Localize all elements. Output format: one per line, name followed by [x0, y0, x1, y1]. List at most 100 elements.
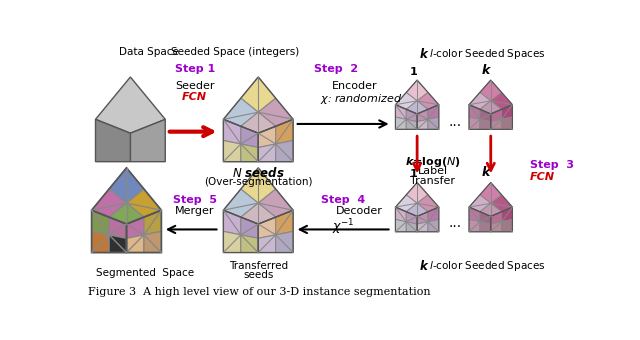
Polygon shape [491, 119, 502, 129]
Polygon shape [109, 217, 127, 238]
Polygon shape [144, 210, 161, 235]
Polygon shape [406, 80, 428, 101]
Polygon shape [469, 207, 480, 222]
Polygon shape [417, 119, 428, 129]
Text: Step  2: Step 2 [314, 64, 358, 74]
Text: seeds: seeds [243, 270, 273, 280]
Polygon shape [131, 119, 165, 162]
Polygon shape [417, 195, 439, 212]
Text: $\bfit{k}$=log($N$): $\bfit{k}$=log($N$) [404, 155, 460, 169]
Polygon shape [241, 144, 259, 162]
Polygon shape [491, 195, 513, 212]
Text: Encoder: Encoder [332, 81, 378, 91]
Polygon shape [259, 144, 276, 162]
Polygon shape [502, 105, 513, 119]
Polygon shape [276, 140, 293, 162]
Polygon shape [417, 222, 428, 232]
Polygon shape [259, 217, 276, 238]
Polygon shape [92, 210, 109, 235]
Polygon shape [406, 101, 428, 114]
Polygon shape [92, 189, 127, 217]
Polygon shape [417, 212, 428, 224]
Polygon shape [259, 98, 293, 126]
Polygon shape [480, 212, 491, 224]
Text: Seeded Space (integers): Seeded Space (integers) [171, 47, 299, 57]
Polygon shape [276, 119, 293, 144]
Polygon shape [469, 219, 480, 232]
Polygon shape [95, 77, 165, 133]
Text: Label: Label [417, 166, 448, 176]
Text: 1: 1 [410, 67, 417, 77]
Text: Transfer: Transfer [410, 175, 455, 186]
Polygon shape [396, 207, 406, 222]
Polygon shape [491, 92, 513, 109]
Polygon shape [502, 207, 513, 222]
Text: $\bfit{k}$: $\bfit{k}$ [419, 47, 429, 61]
Polygon shape [396, 117, 406, 129]
Text: ...: ... [449, 216, 461, 230]
Polygon shape [223, 232, 241, 253]
Polygon shape [223, 119, 241, 144]
Polygon shape [417, 92, 439, 109]
Polygon shape [223, 189, 259, 217]
Text: $\chi$: randomized: $\chi$: randomized [320, 91, 403, 106]
Polygon shape [109, 168, 144, 203]
Polygon shape [469, 195, 491, 212]
Polygon shape [396, 195, 417, 212]
Polygon shape [480, 101, 502, 114]
Polygon shape [406, 222, 417, 232]
Polygon shape [469, 117, 480, 129]
Polygon shape [469, 105, 480, 119]
Polygon shape [223, 140, 241, 162]
Polygon shape [480, 222, 491, 232]
Text: Step  5: Step 5 [173, 195, 217, 205]
Text: Seeder: Seeder [175, 81, 214, 91]
Polygon shape [417, 109, 428, 122]
Polygon shape [127, 189, 161, 217]
Polygon shape [259, 126, 276, 148]
Text: Figure 3  A high level view of our 3-D instance segmentation: Figure 3 A high level view of our 3-D in… [88, 287, 430, 297]
Text: $N$ seeds: $N$ seeds [232, 166, 285, 180]
Polygon shape [259, 189, 293, 217]
Text: Step 1: Step 1 [175, 64, 215, 74]
Polygon shape [109, 203, 144, 224]
Polygon shape [241, 126, 259, 148]
Polygon shape [92, 232, 109, 253]
Polygon shape [223, 98, 259, 126]
Text: (Over-segmentation): (Over-segmentation) [204, 177, 312, 187]
Text: Step  4: Step 4 [321, 195, 365, 205]
Polygon shape [241, 235, 259, 253]
Text: $\bfit{k}$: $\bfit{k}$ [481, 63, 492, 77]
Polygon shape [491, 222, 502, 232]
Polygon shape [406, 203, 428, 216]
Polygon shape [491, 212, 502, 224]
Polygon shape [241, 77, 276, 112]
Polygon shape [241, 217, 259, 238]
Polygon shape [480, 203, 502, 216]
Polygon shape [406, 183, 428, 203]
Polygon shape [259, 235, 276, 253]
Polygon shape [406, 212, 417, 224]
Text: FCN: FCN [182, 91, 207, 102]
Polygon shape [276, 210, 293, 235]
Text: $\chi^{-1}$: $\chi^{-1}$ [332, 217, 355, 237]
Text: $\bfit{k}$: $\bfit{k}$ [419, 259, 429, 273]
Polygon shape [480, 109, 491, 122]
Text: 1: 1 [410, 169, 417, 180]
Text: $l$-color Seeded Spaces: $l$-color Seeded Spaces [426, 47, 546, 61]
Text: Transferred: Transferred [228, 261, 288, 271]
Polygon shape [241, 203, 276, 224]
Polygon shape [428, 207, 439, 222]
Polygon shape [502, 219, 513, 232]
Polygon shape [428, 219, 439, 232]
Text: Merger: Merger [175, 206, 214, 216]
Text: Segmented  Space: Segmented Space [95, 268, 194, 278]
Polygon shape [491, 109, 502, 122]
Text: ...: ... [449, 115, 461, 129]
Text: Data Space: Data Space [119, 47, 179, 57]
Polygon shape [428, 105, 439, 119]
Polygon shape [480, 80, 502, 101]
Polygon shape [469, 92, 491, 109]
Polygon shape [109, 235, 127, 253]
Text: Step  3: Step 3 [529, 160, 573, 170]
